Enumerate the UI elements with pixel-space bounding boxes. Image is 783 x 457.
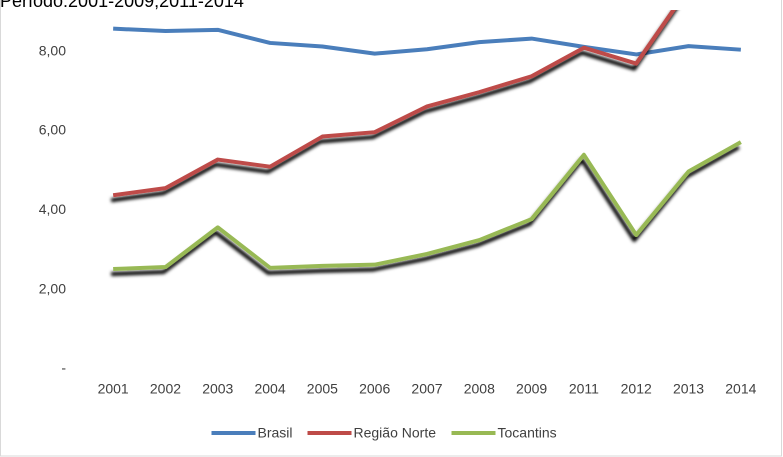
- legend-label: Região Norte: [354, 425, 437, 441]
- y-tick-label: 4,00: [39, 201, 66, 217]
- y-tick-label: 2,00: [39, 280, 66, 296]
- x-tick-label: 2011: [569, 381, 599, 397]
- chart-title: Período:2001-2009;2011-2014: [0, 0, 244, 11]
- x-tick-label: 2006: [359, 381, 390, 397]
- series-line: [113, 140, 742, 272]
- x-tick-label: 2008: [464, 381, 495, 397]
- x-tick-label: 2002: [150, 381, 181, 397]
- y-tick-label: 6,00: [39, 122, 66, 138]
- x-tick-label: 2009: [516, 381, 547, 397]
- x-tick-label: 2014: [725, 381, 756, 397]
- legend-label: Brasil: [258, 425, 293, 441]
- x-tick-label: 2005: [307, 381, 338, 397]
- x-tick-label: 2001: [98, 381, 129, 397]
- legend-label: Tocantins: [498, 425, 557, 441]
- series-line: [112, 10, 676, 198]
- x-tick-label: 2013: [673, 381, 704, 397]
- x-tick-label: 2004: [254, 381, 285, 397]
- plot-area: [112, 10, 742, 272]
- y-tick-label: 8,00: [39, 42, 66, 58]
- x-tick-label: 2007: [411, 381, 442, 397]
- x-tick-label: 2012: [621, 381, 652, 397]
- x-tick-label: 2003: [202, 381, 233, 397]
- series-line: [113, 26, 741, 57]
- y-tick-label: -: [61, 360, 66, 376]
